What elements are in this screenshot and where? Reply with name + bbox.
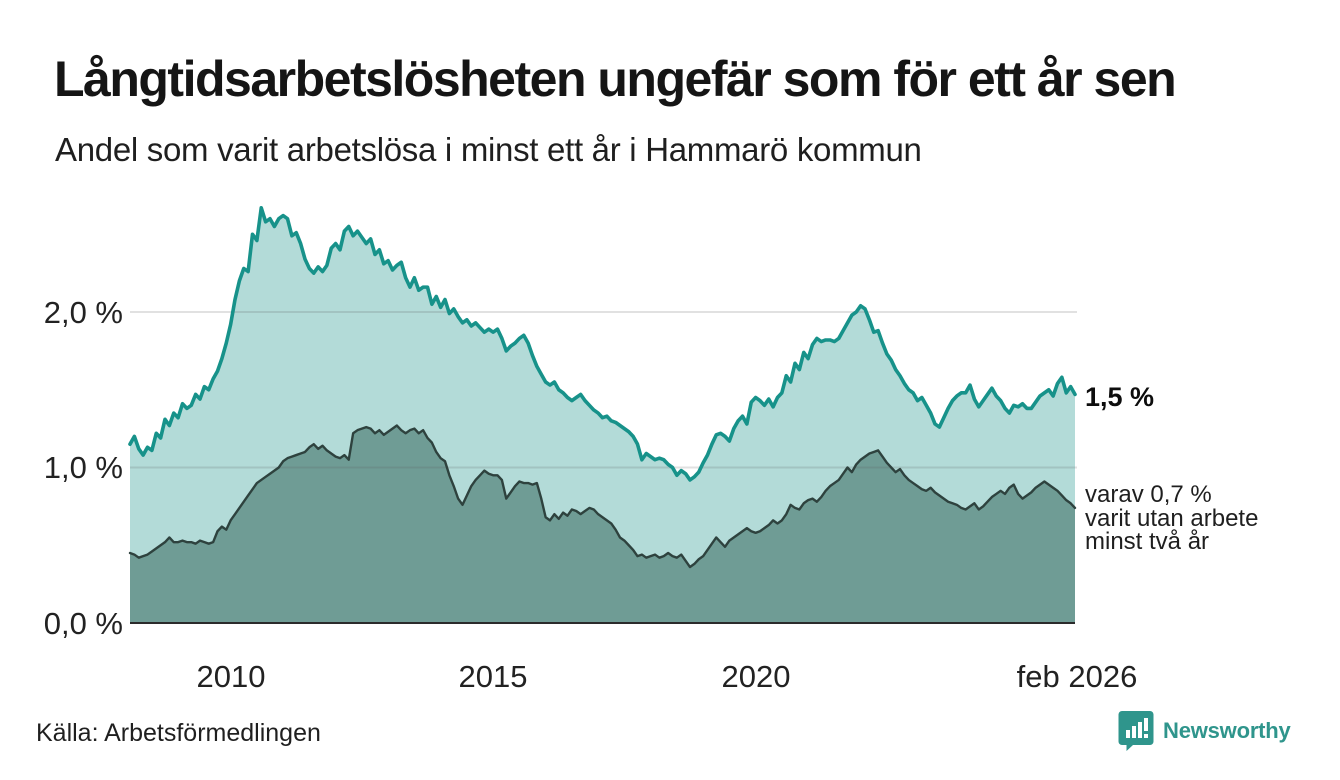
y-tick-1pct: 1,0 % [43, 450, 123, 485]
x-tick-2020: 2020 [721, 659, 791, 694]
brand-logo: Newsworthy [1118, 710, 1291, 752]
brand-wordmark: Newsworthy [1163, 718, 1291, 743]
newsworthy-bubble-icon [1118, 711, 1154, 751]
two-year-annotation-line3: minst två år [1085, 528, 1210, 555]
line-one-year [128, 206, 1077, 482]
x-tick-2010: 2010 [196, 659, 266, 694]
y-tick-2pct: 2,0 % [43, 295, 123, 330]
area-fill-two-year [130, 425, 1075, 623]
x-tick-feb-2026: feb 2026 [1016, 659, 1138, 694]
y-tick-0pct: 0,0 % [43, 606, 123, 641]
page-title: Långtidsarbetslösheten ungefär som för e… [54, 51, 1177, 107]
page-subtitle: Andel som varit arbetslösa i minst ett å… [55, 131, 922, 168]
two-year-annotation: varav 0,7 % varit utan arbete minst två … [1085, 483, 1258, 554]
latest-value-label: 1,5 % [1085, 382, 1155, 412]
source-note: Källa: Arbetsförmedlingen [36, 719, 321, 747]
line-two-year [128, 424, 1077, 569]
x-tick-2015: 2015 [458, 659, 528, 694]
two-year-annotation-line1: varav 0,7 % [1085, 481, 1212, 508]
two-year-annotation-line2: varit utan arbete [1085, 504, 1259, 532]
